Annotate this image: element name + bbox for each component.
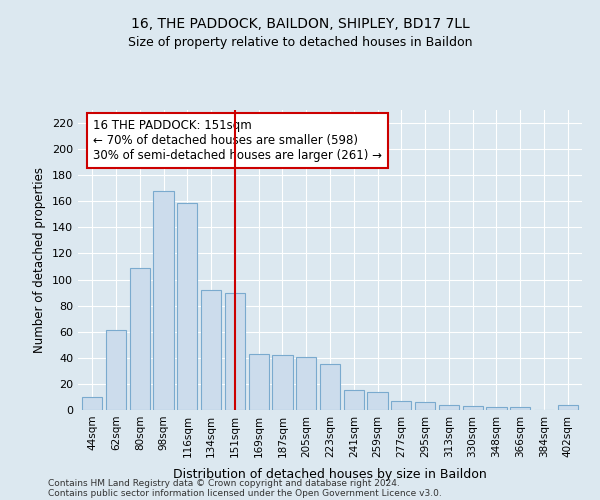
Bar xyxy=(367,392,388,410)
Bar xyxy=(510,408,530,410)
Bar xyxy=(82,397,103,410)
Bar xyxy=(130,268,150,410)
Bar xyxy=(177,202,197,410)
Y-axis label: Number of detached properties: Number of detached properties xyxy=(34,167,46,353)
X-axis label: Distribution of detached houses by size in Baildon: Distribution of detached houses by size … xyxy=(173,468,487,481)
Text: Contains HM Land Registry data © Crown copyright and database right 2024.: Contains HM Land Registry data © Crown c… xyxy=(48,478,400,488)
Bar xyxy=(272,355,293,410)
Text: 16, THE PADDOCK, BAILDON, SHIPLEY, BD17 7LL: 16, THE PADDOCK, BAILDON, SHIPLEY, BD17 … xyxy=(131,18,469,32)
Bar xyxy=(320,364,340,410)
Bar xyxy=(557,405,578,410)
Bar xyxy=(415,402,435,410)
Bar xyxy=(248,354,269,410)
Bar xyxy=(391,401,412,410)
Bar xyxy=(463,406,483,410)
Bar xyxy=(154,191,173,410)
Bar xyxy=(344,390,364,410)
Bar xyxy=(296,356,316,410)
Text: 16 THE PADDOCK: 151sqm
← 70% of detached houses are smaller (598)
30% of semi-de: 16 THE PADDOCK: 151sqm ← 70% of detached… xyxy=(93,119,382,162)
Bar xyxy=(225,292,245,410)
Bar xyxy=(201,290,221,410)
Text: Contains public sector information licensed under the Open Government Licence v3: Contains public sector information licen… xyxy=(48,488,442,498)
Bar xyxy=(106,330,126,410)
Text: Size of property relative to detached houses in Baildon: Size of property relative to detached ho… xyxy=(128,36,472,49)
Bar xyxy=(439,405,459,410)
Bar xyxy=(487,408,506,410)
